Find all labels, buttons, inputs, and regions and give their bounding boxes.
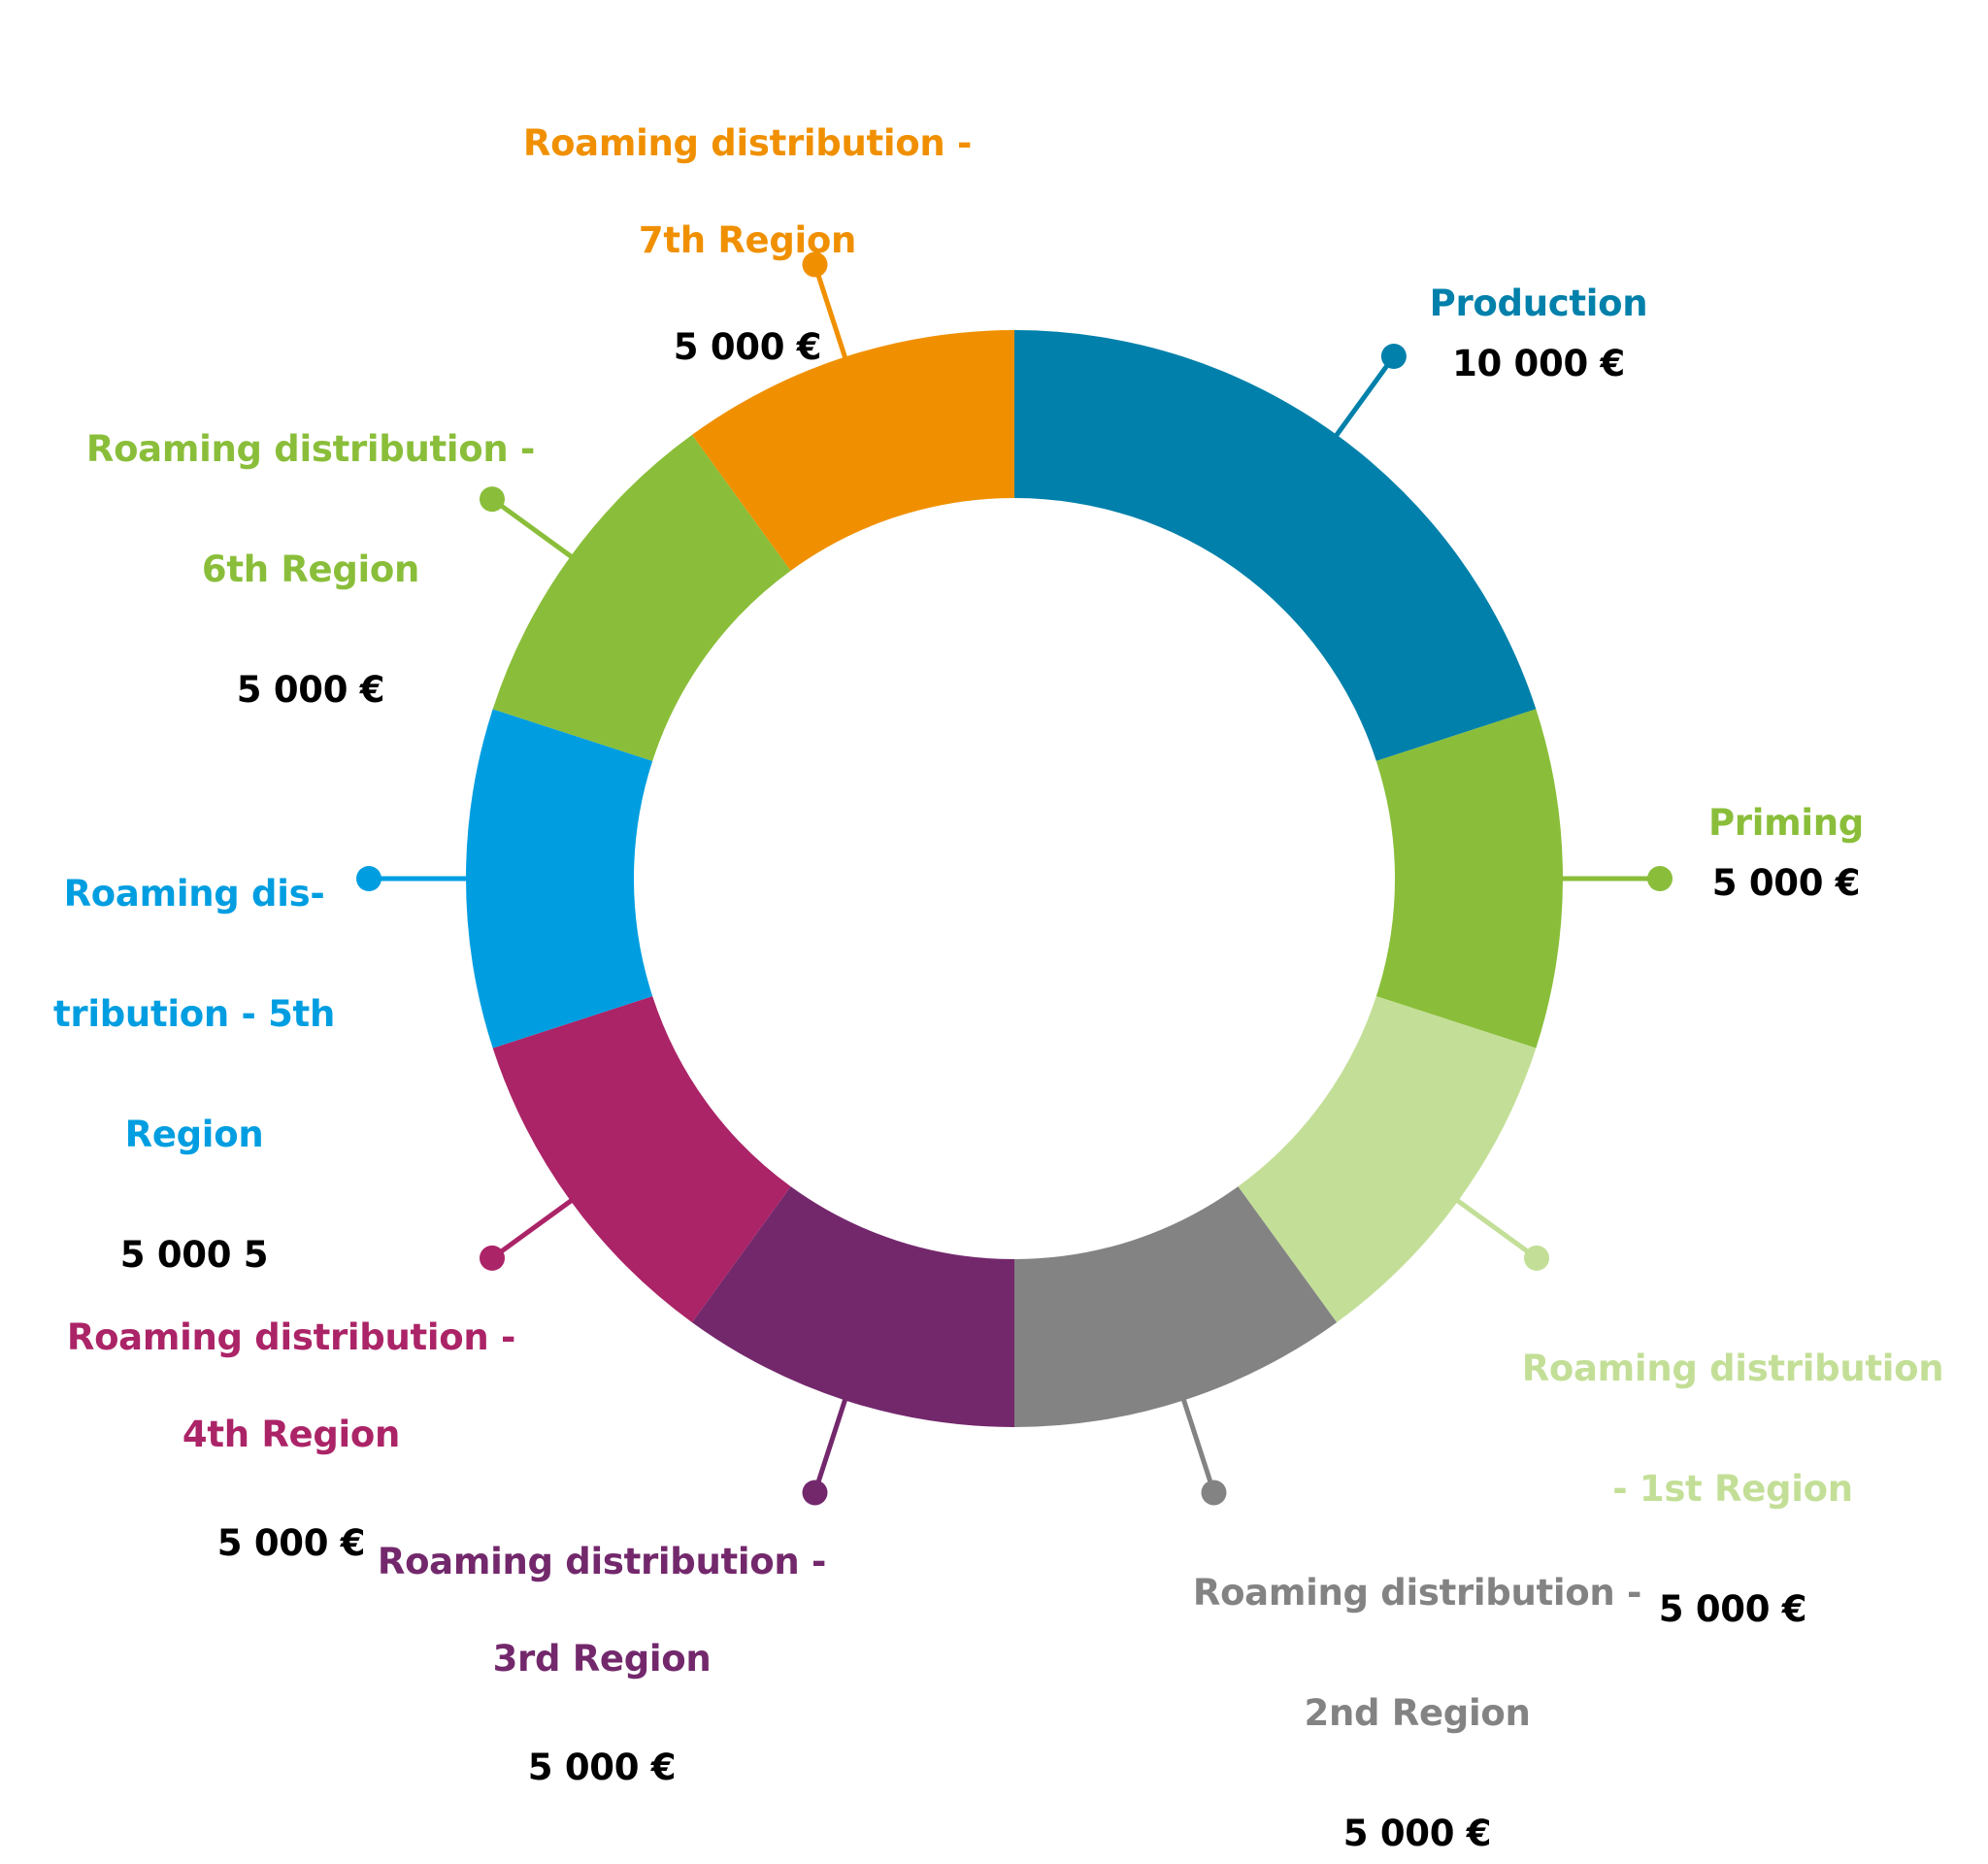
label-name-line: 6th Region (201, 549, 420, 590)
label-name-line: 4th Region (182, 1414, 401, 1455)
label-name-line: tribution - 5th (53, 993, 335, 1035)
donut-slice (492, 996, 791, 1323)
label-name: Priming (1707, 802, 1864, 844)
label-priming: Priming 5 000 € (1592, 793, 1980, 914)
label-name-line: Roaming distribution - (66, 1316, 516, 1358)
leader-dot (480, 1245, 506, 1271)
donut-slice (492, 434, 791, 761)
label-name-line: - 1st Region (1612, 1468, 1853, 1510)
label-region-6: Roaming distribution - 6th Region 5 000 … (58, 359, 563, 720)
leader-line (490, 1195, 578, 1260)
label-name-line: 7th Region (638, 219, 857, 261)
label-region-4: Roaming distribution - 4th Region 5 000 … (39, 1265, 544, 1568)
label-name-line: Roaming dis- (63, 873, 325, 915)
label-name: Roaming distribution - 6th Region (58, 359, 563, 660)
leader-dot (1647, 866, 1673, 891)
label-name-line: Roaming distribution (1521, 1348, 1944, 1389)
label-value: 5 000 € (1658, 1588, 1807, 1630)
leader-dot (802, 1480, 828, 1506)
label-value: 5 000 € (236, 669, 385, 711)
leader-dot (1380, 344, 1407, 370)
donut-slice (466, 709, 653, 1048)
label-value: 5 000 € (1342, 1813, 1492, 1854)
label-region-2: Roaming distribution - 2nd Region 5 000 … (1165, 1503, 1670, 1864)
label-name: Roaming distribution - 3rd Region (349, 1489, 854, 1732)
label-value: 5 000 € (216, 1522, 366, 1564)
donut-slice (691, 330, 1014, 571)
label-value: 5 000 € (1711, 862, 1861, 904)
leader-dot (802, 251, 828, 278)
label-value: 5 000 € (527, 1747, 677, 1788)
leader-dot (480, 486, 506, 513)
donut-slice (1014, 1186, 1338, 1427)
leader-line (1179, 1393, 1216, 1494)
label-value: 5 000 € (673, 326, 822, 368)
donut-slices (466, 330, 1563, 1427)
label-value: 10 000 € (1452, 343, 1625, 384)
label-name-line: Roaming distribution - (377, 1541, 827, 1582)
label-value: 5 000 5 (119, 1234, 269, 1276)
label-name: Roaming dis- tribution - 5th Region (19, 804, 369, 1225)
label-name: Roaming distribution - 2nd Region (1165, 1503, 1670, 1804)
label-region-1: Roaming distribution - 1st Region 5 000 … (1505, 1279, 1961, 1640)
label-region-7: Roaming distribution - 7th Region 5 000 … (495, 71, 1000, 372)
label-region-5: Roaming dis- tribution - 5th Region 5 00… (19, 804, 369, 1285)
label-name-line: 2nd Region (1304, 1692, 1531, 1734)
leader-line (812, 1393, 849, 1494)
leader-dot (356, 866, 381, 891)
leader-line (812, 263, 849, 364)
label-name-line: 3rd Region (492, 1638, 712, 1680)
leader-line (1451, 1195, 1539, 1260)
label-name: Roaming distribution - 1st Region (1505, 1279, 1961, 1580)
label-name-line: Roaming distribution - (522, 122, 973, 164)
donut-slice (1238, 996, 1537, 1323)
label-name-line: Roaming distribution - (1192, 1572, 1642, 1614)
label-production: Production 10 000 € (1344, 274, 1733, 394)
leader-line (1331, 354, 1396, 442)
leader-line (490, 497, 578, 562)
label-name-line: Region (124, 1114, 264, 1155)
donut-slice (1375, 709, 1563, 1048)
label-name: Production (1429, 283, 1648, 324)
label-name-line: Roaming distribution - (85, 428, 536, 470)
leader-lines (356, 251, 1673, 1506)
label-name: Roaming distribution - 7th Region (495, 71, 1000, 314)
donut-slice (1014, 330, 1537, 761)
leader-dot (1201, 1480, 1227, 1506)
leader-dot (1523, 1245, 1549, 1271)
label-name: Roaming distribution - 4th Region (39, 1265, 544, 1508)
donut-chart (356, 251, 1673, 1506)
donut-slice (691, 1186, 1014, 1427)
